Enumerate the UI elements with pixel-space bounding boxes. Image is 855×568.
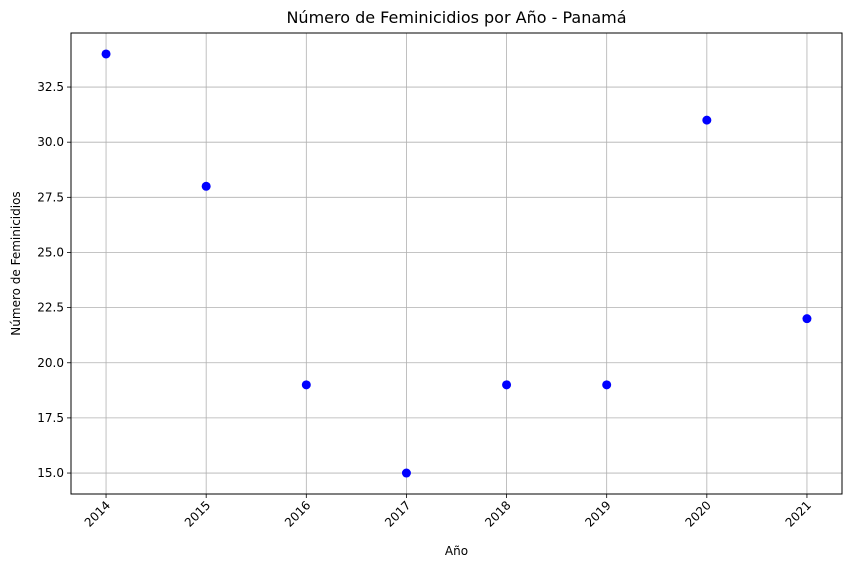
y-tick-label: 32.5 — [37, 80, 64, 94]
data-point — [802, 314, 812, 324]
y-tick-label: 22.5 — [37, 301, 64, 315]
data-points — [101, 49, 812, 478]
y-tick-label: 30.0 — [37, 135, 64, 149]
y-tick-label: 25.0 — [37, 245, 64, 259]
y-axis-ticks: 15.0 17.5 20.0 22.5 25.0 27.5 30.0 32.5 — [37, 80, 71, 480]
y-axis-label: Número de Feminicidios — [9, 191, 23, 335]
data-point — [301, 380, 311, 390]
y-tick-label: 27.5 — [37, 190, 64, 204]
y-tick-label: 17.5 — [37, 411, 64, 425]
data-point — [702, 115, 712, 125]
y-tick-label: 20.0 — [37, 356, 64, 370]
y-tick-label: 15.0 — [37, 466, 64, 480]
data-point — [602, 380, 612, 390]
data-point — [201, 181, 211, 191]
x-axis-label: Año — [445, 544, 468, 558]
data-point — [101, 49, 111, 59]
data-point — [401, 468, 411, 478]
chart-title: Número de Feminicidios por Año - Panamá — [286, 8, 626, 27]
data-point — [502, 380, 512, 390]
grid-lines — [71, 33, 842, 494]
plot-frame — [70, 32, 843, 495]
